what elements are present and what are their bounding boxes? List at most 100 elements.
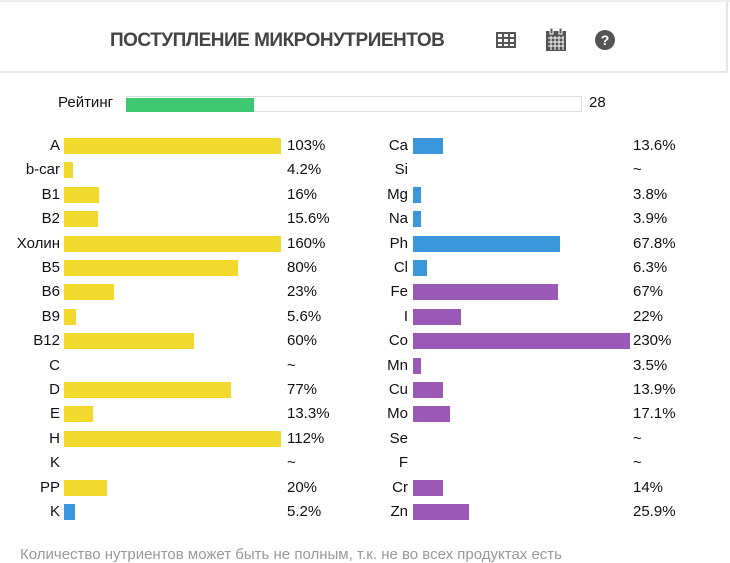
nutrient-label: Mo (387, 405, 408, 423)
footer-note: Количество нутриентов может быть не полн… (20, 546, 562, 563)
nutrient-value: 15.6% (287, 210, 330, 228)
nutrient-value: ~ (287, 454, 296, 472)
nutrient-bar (413, 479, 444, 496)
nutrient-bar (64, 479, 108, 496)
nutrient-bar (413, 308, 461, 325)
nutrient-label: Mg (387, 185, 408, 203)
nutrient-label: Na (388, 210, 408, 228)
nutrient-value: 3.5% (633, 356, 668, 374)
nutrient-bar (413, 138, 443, 154)
nutrient-label: B9 (41, 307, 60, 325)
nutrient-label: Ca (388, 137, 408, 154)
top-divider (0, 0, 730, 2)
nutrient-label: K (49, 454, 60, 472)
nutrient-value: 22% (633, 307, 664, 325)
nutrient-bar (64, 504, 76, 520)
nutrient-label: E (49, 405, 60, 423)
nutrient-label: Co (388, 332, 408, 350)
nutrient-bar (64, 138, 281, 154)
nutrient-value: 67% (633, 283, 664, 301)
nutrient-value: 13.9% (633, 381, 676, 398)
nutrient-label: Холин (16, 234, 60, 252)
rating-bar-fill (126, 98, 254, 112)
nutrient-bar (64, 284, 114, 301)
nutrient-label: Se (389, 429, 408, 447)
nutrient-bar (413, 284, 559, 301)
nutrient-bar (64, 308, 77, 325)
nutrient-value: 60% (287, 332, 318, 350)
nutrient-bar (413, 504, 470, 520)
nutrient-value: 13.6% (633, 137, 676, 154)
calendar-icon[interactable] (545, 27, 567, 52)
nutrient-label: B6 (41, 283, 60, 301)
nutrient-value: 23% (287, 283, 318, 301)
nutrient-label: D (49, 381, 60, 398)
nutrient-label: B5 (41, 259, 60, 276)
nutrient-label: Ph (389, 234, 408, 252)
nutrient-label: Fe (390, 283, 408, 301)
nutrient-value: 67.8% (633, 234, 676, 252)
nutrient-value: 160% (287, 234, 326, 252)
rating-bar (126, 96, 582, 112)
nutrient-label: A (49, 137, 60, 154)
rating-label: Рейтинг (58, 94, 114, 111)
nutrient-bar (413, 186, 422, 203)
nutrient-bar (64, 260, 238, 276)
nutrient-value: ~ (287, 356, 296, 374)
nutrient-value: 5.6% (287, 307, 322, 325)
nutrient-label: H (49, 429, 60, 447)
table-icon[interactable] (495, 29, 517, 51)
nutrient-label: I (403, 307, 408, 325)
nutrient-bar (413, 333, 630, 350)
svg-text:?: ? (601, 32, 610, 48)
nutrient-label: B1 (41, 185, 60, 203)
nutrient-bar (64, 382, 232, 398)
nutrient-bar (64, 430, 281, 447)
nutrient-label: Cr (392, 478, 408, 496)
help-icon[interactable]: ? (594, 29, 616, 51)
nutrient-label: F (398, 454, 408, 472)
nutrient-value: 112% (287, 429, 325, 447)
nutrient-bar (64, 162, 74, 179)
nutrient-label: C (49, 356, 60, 374)
nutrient-bar (64, 211, 98, 228)
nutrient-value: ~ (633, 429, 642, 447)
nutrient-value: 25.9% (633, 503, 676, 520)
nutrient-label: Cu (388, 381, 408, 398)
nutrient-bar (64, 235, 281, 252)
nutrient-label: B2 (41, 210, 60, 228)
nutrient-bar (64, 333, 195, 350)
nutrient-value: ~ (633, 161, 642, 179)
nutrient-value: 230% (633, 332, 672, 350)
nutrient-value: 16% (287, 185, 318, 203)
nutrient-bar (413, 382, 444, 398)
nutrient-value: 80% (287, 259, 318, 276)
nutrient-value: 103% (287, 137, 326, 154)
nutrient-bar (413, 406, 451, 423)
nutrient-label: b-car (25, 161, 60, 179)
nutrient-label: Cl (393, 259, 408, 276)
nutrient-bar (413, 211, 422, 228)
nutrient-value: 14% (633, 478, 664, 496)
nutrient-label: Si (394, 161, 408, 179)
rating-value: 28 (589, 94, 606, 111)
nutrient-value: 77% (287, 381, 318, 398)
nutrient-bar (413, 235, 561, 252)
nutrient-bar (64, 186, 99, 203)
panel-title: ПОСТУПЛЕНИЕ МИКРОНУТРИЕНТОВ (110, 30, 445, 51)
nutrient-value: 20% (287, 478, 318, 496)
nutrient-value: 17.1% (633, 405, 676, 423)
nutrient-bar (64, 406, 93, 423)
nutrient-bar (413, 357, 421, 374)
nutrient-label: Zn (390, 503, 408, 520)
nutrient-label: K (49, 503, 60, 520)
panel-header: ПОСТУПЛЕНИЕ МИКРОНУТРИЕНТОВ ? (0, 2, 728, 73)
nutrient-label: B12 (33, 332, 60, 350)
nutrient-label: PP (39, 478, 60, 496)
nutrient-value: 4.2% (287, 161, 322, 179)
nutrient-value: 13.3% (287, 405, 330, 423)
nutrient-label: Mn (387, 356, 408, 374)
nutrient-value: 6.3% (633, 259, 668, 276)
nutrient-value: ~ (633, 454, 642, 472)
nutrient-value: 5.2% (287, 503, 322, 520)
